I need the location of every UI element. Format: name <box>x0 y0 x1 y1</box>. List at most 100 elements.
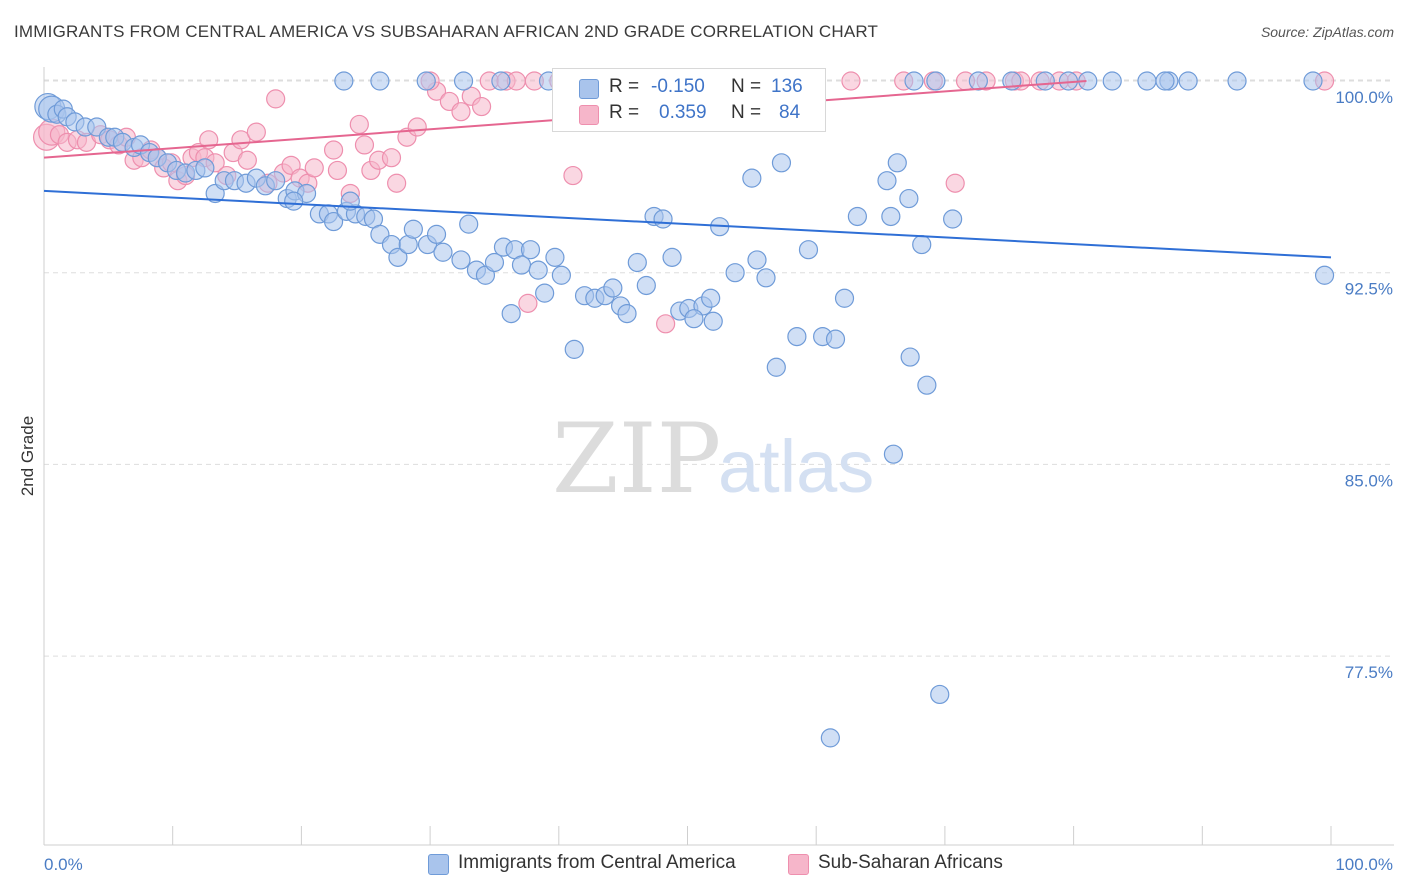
data-point <box>881 206 901 227</box>
data-point <box>237 150 257 170</box>
data-point <box>459 214 479 234</box>
data-point <box>887 153 907 173</box>
watermark-atlas: atlas <box>718 425 874 508</box>
y-tick-label: 85.0% <box>1345 471 1393 490</box>
data-point <box>370 71 390 91</box>
data-point <box>747 250 767 270</box>
trend-line-central-america <box>43 189 1332 259</box>
stats-legend: R = -0.150 N = 136 R = 0.359 N = 84 <box>552 68 826 132</box>
data-point <box>266 89 286 109</box>
r-label: R = <box>609 102 640 123</box>
data-point <box>926 71 946 91</box>
series-legend: Immigrants from Central America Sub-Saha… <box>0 852 1406 878</box>
data-point <box>501 303 521 324</box>
data-point <box>603 278 623 298</box>
data-point <box>787 327 807 347</box>
data-point <box>684 309 704 329</box>
data-point <box>453 71 474 91</box>
data-point <box>820 728 840 748</box>
data-point <box>1178 71 1198 91</box>
legend-label: Immigrants from Central America <box>458 852 736 873</box>
data-point <box>943 209 963 229</box>
data-point <box>451 250 471 270</box>
x-tick-label-min: 0.0% <box>44 855 83 874</box>
data-point <box>877 171 897 191</box>
data-point <box>945 173 965 193</box>
data-point <box>725 263 745 283</box>
data-point <box>904 71 924 91</box>
data-point <box>564 339 584 359</box>
x-axis-ticks <box>172 826 1332 845</box>
y-tick-label: 77.5% <box>1345 663 1393 682</box>
chart-title: IMMIGRANTS FROM CENTRAL AMERICA VS SUBSA… <box>14 22 879 41</box>
data-point <box>766 357 786 377</box>
y-axis-label: 2nd Grade <box>18 416 37 496</box>
data-point <box>451 102 471 122</box>
x-tick-label-max: 100.0% <box>1335 855 1393 874</box>
data-point <box>1102 71 1122 91</box>
data-point <box>834 288 855 308</box>
data-point <box>968 71 988 91</box>
data-point <box>433 242 453 262</box>
data-point <box>323 140 344 160</box>
data-point <box>388 247 408 267</box>
data-point <box>323 211 344 232</box>
data-point <box>491 71 511 91</box>
legend-swatch-blue <box>428 854 449 875</box>
data-point <box>334 71 354 91</box>
data-point <box>662 247 682 267</box>
data-point <box>636 275 656 296</box>
data-point <box>883 444 904 464</box>
data-point <box>535 283 555 303</box>
data-point <box>703 311 723 331</box>
data-point <box>742 168 762 188</box>
data-point <box>627 252 647 273</box>
data-point <box>246 122 266 142</box>
data-point <box>930 684 950 705</box>
data-point <box>266 171 286 191</box>
data-point <box>327 160 348 181</box>
data-point <box>1227 71 1247 91</box>
data-point <box>841 71 861 91</box>
data-point <box>563 165 583 186</box>
data-point <box>912 234 932 255</box>
y-tick-label: 100.0% <box>1335 88 1393 107</box>
watermark-zip: ZIP <box>552 403 721 515</box>
r-label: R = <box>609 76 640 97</box>
data-point <box>551 265 571 285</box>
data-point <box>1035 71 1055 91</box>
data-point <box>917 375 937 395</box>
n-value: 136 <box>771 76 803 97</box>
data-point <box>416 71 436 91</box>
n-value: 84 <box>779 102 801 123</box>
y-axis-tick-labels: 100.0% 92.5% 85.0% 77.5% <box>1335 88 1393 682</box>
data-point <box>756 268 776 288</box>
axes <box>43 67 1394 846</box>
data-point <box>1155 71 1175 91</box>
series-immigrants-central-america <box>34 71 1335 748</box>
data-point <box>426 224 447 244</box>
data-point <box>528 260 548 280</box>
r-value: -0.150 <box>651 76 705 97</box>
data-point <box>407 117 427 137</box>
data-point <box>484 252 505 273</box>
data-point <box>900 347 920 367</box>
r-value: 0.359 <box>659 102 707 123</box>
data-point <box>617 303 637 324</box>
legend-swatch-pink <box>579 105 599 125</box>
legend-swatch-blue <box>579 79 599 99</box>
data-point <box>304 158 324 178</box>
data-point <box>899 188 919 209</box>
y-tick-label: 92.5% <box>1345 280 1393 299</box>
data-point <box>771 153 792 173</box>
data-point <box>1314 265 1335 285</box>
legend-swatch-pink <box>788 854 809 875</box>
data-point <box>354 135 375 155</box>
data-point <box>518 293 538 313</box>
data-point <box>1303 71 1323 91</box>
data-point <box>825 329 846 349</box>
data-point <box>1137 71 1157 91</box>
source-label: Source: ZipAtlas.com <box>1260 24 1394 40</box>
legend-label: Sub-Saharan Africans <box>818 852 1003 873</box>
